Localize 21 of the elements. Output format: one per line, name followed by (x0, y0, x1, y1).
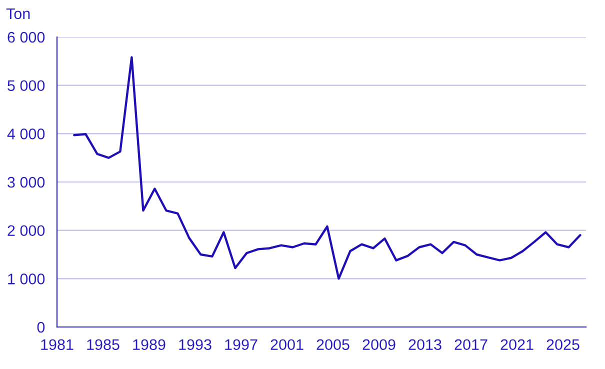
x-tick-label: 1993 (179, 339, 212, 350)
x-tick-label: 2017 (454, 339, 488, 350)
x-tick-label: 2005 (316, 339, 350, 350)
y-tick-label: 4 000 (7, 128, 45, 140)
y-tick-label: 6 000 (8, 32, 45, 43)
x-tick-label: 1997 (225, 339, 258, 350)
x-tick-label: 1981 (41, 339, 74, 350)
x-tick-label: 2009 (362, 339, 396, 350)
y-axis-title: Ton (6, 8, 30, 20)
line-series (73, 56, 582, 280)
y-tick-label: 0 (37, 322, 45, 333)
x-tick-label: 2001 (270, 339, 304, 350)
x-tick-label: 1989 (133, 339, 166, 350)
y-tick-label: 5 000 (8, 80, 45, 92)
x-tick-label: 1985 (87, 339, 120, 350)
x-tick-label: 2013 (408, 339, 442, 350)
x-tick-label: 2025 (546, 339, 580, 350)
x-tick-label: 2021 (500, 339, 534, 350)
y-tick-label: 1 000 (8, 274, 45, 284)
y-tick-label: 2 000 (8, 225, 45, 236)
y-tick-label: 3 000 (8, 176, 45, 188)
